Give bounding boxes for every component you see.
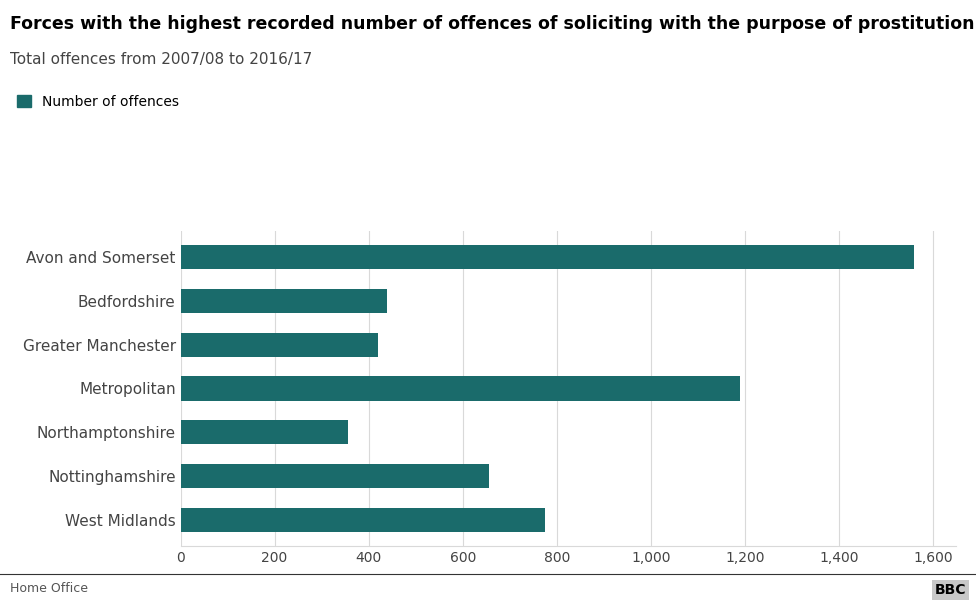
Bar (181, 376, 740, 401)
Text: BBC: BBC (935, 583, 966, 597)
Bar (181, 508, 545, 532)
Text: Total offences from 2007/08 to 2016/17: Total offences from 2007/08 to 2016/17 (10, 52, 312, 67)
Bar (181, 420, 347, 444)
Bar (181, 333, 378, 357)
Legend: Number of offences: Number of offences (17, 95, 179, 109)
Bar (181, 245, 915, 269)
Bar (181, 464, 489, 488)
Text: Forces with the highest recorded number of offences of soliciting with the purpo: Forces with the highest recorded number … (10, 15, 974, 33)
Text: Home Office: Home Office (10, 582, 88, 595)
Bar (181, 289, 387, 313)
